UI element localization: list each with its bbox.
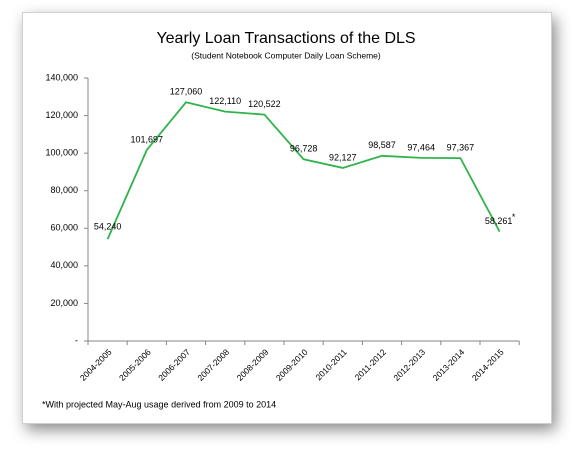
value-label: 97,367	[447, 142, 475, 152]
y-tick-label: -	[75, 335, 78, 345]
footnote: *With projected May-Aug usage derived fr…	[42, 399, 276, 409]
x-tick-label: 2010-2011	[313, 347, 349, 383]
y-tick-label: 120,000	[45, 110, 78, 120]
x-tick-label: 2004-2005	[78, 347, 114, 383]
y-tick-label: 60,000	[50, 223, 78, 233]
x-tick-label: 2014-2015	[470, 347, 506, 383]
chart-subtitle: (Student Notebook Computer Daily Loan Sc…	[191, 50, 381, 60]
y-tick-label: 100,000	[45, 148, 78, 158]
annotation: *	[512, 212, 516, 222]
chart-title: Yearly Loan Transactions of the DLS	[156, 30, 415, 47]
value-label: 127,060	[170, 87, 203, 97]
chart-frame	[22, 12, 552, 424]
x-tick-label: 2011-2012	[353, 347, 389, 383]
y-tick-label: 20,000	[50, 298, 78, 308]
x-tick-label: 2005-2006	[117, 347, 153, 383]
value-label: 97,464	[407, 142, 435, 152]
x-tick-label: 2008-2009	[235, 347, 271, 383]
x-tick-label: 2006-2007	[156, 347, 192, 383]
value-label: 96,728	[290, 144, 318, 154]
value-label: 92,127	[329, 152, 357, 162]
y-tick-label: 40,000	[50, 260, 78, 270]
x-tick-label: 2012-2013	[391, 347, 427, 383]
x-tick-label: 2013-2014	[431, 347, 467, 383]
value-label: 98,587	[368, 140, 396, 150]
y-tick-label: 80,000	[50, 185, 78, 195]
data-line	[106, 101, 501, 240]
x-tick-label: 2007-2008	[195, 347, 231, 383]
x-tick-label: 2009-2010	[274, 347, 310, 383]
value-label: 122,110	[209, 96, 241, 106]
y-tick-label: 140,000	[45, 72, 78, 82]
value-label: 120,522	[248, 99, 281, 109]
value-label: 101,697	[131, 134, 164, 144]
value-label: 58,261	[485, 216, 513, 226]
value-label: 54,240	[94, 221, 122, 231]
